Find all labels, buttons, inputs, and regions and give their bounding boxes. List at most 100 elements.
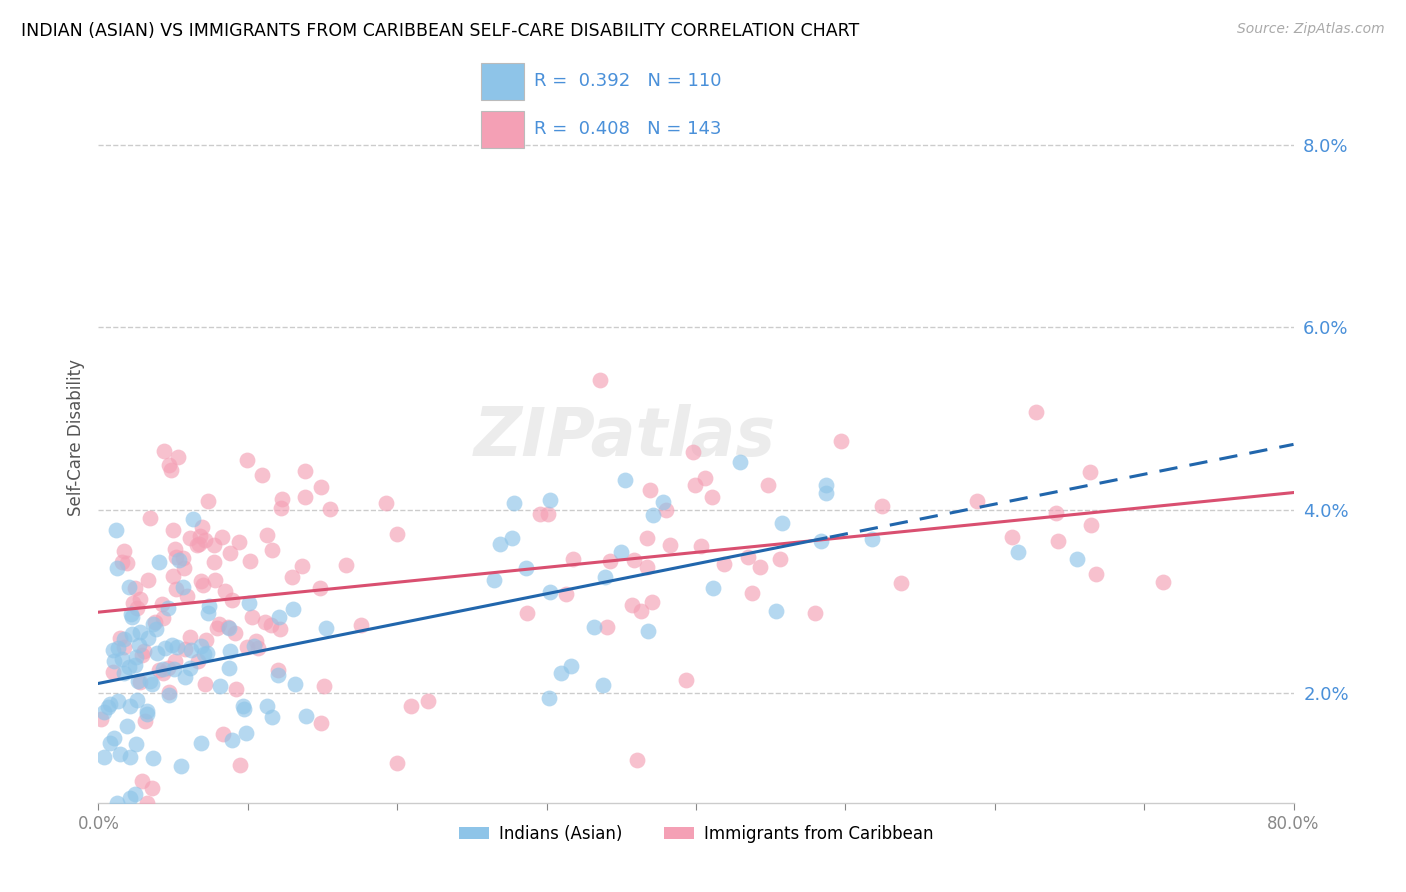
Point: [118, 659, 141, 673]
Point: [309, 581, 332, 595]
Point: [188, 529, 211, 543]
Point: [630, 604, 652, 618]
Point: [224, 625, 246, 640]
Point: [254, 615, 277, 629]
Point: [582, 619, 605, 633]
Point: [218, 661, 240, 675]
Bar: [481, 62, 524, 100]
Point: [181, 512, 204, 526]
Point: [136, 706, 159, 721]
Point: [204, 574, 226, 588]
Point: [804, 606, 827, 620]
Point: [128, 675, 150, 690]
Point: [538, 584, 561, 599]
Point: [135, 796, 157, 810]
Point: [105, 560, 128, 574]
Point: [1152, 575, 1174, 590]
Point: [179, 661, 201, 675]
Point: [770, 516, 793, 530]
Point: [163, 662, 186, 676]
Point: [589, 373, 612, 387]
Point: [208, 680, 231, 694]
Point: [503, 496, 526, 510]
Point: [1066, 552, 1088, 566]
Point: [112, 632, 135, 646]
Point: [270, 491, 292, 506]
Point: [756, 477, 779, 491]
Point: [98, 736, 121, 750]
Point: [489, 537, 512, 551]
Point: [240, 610, 263, 624]
Point: [501, 531, 523, 545]
Point: [187, 654, 209, 668]
Point: [270, 500, 292, 515]
Point: [191, 578, 214, 592]
Point: [636, 531, 658, 545]
Point: [294, 709, 316, 723]
Point: [172, 551, 194, 566]
Point: [655, 502, 678, 516]
Point: [416, 694, 439, 708]
Point: [118, 580, 141, 594]
Point: [98, 697, 121, 711]
Y-axis label: Self-Care Disability: Self-Care Disability: [66, 359, 84, 516]
Point: [128, 624, 150, 639]
Point: [145, 646, 167, 660]
Point: [211, 727, 233, 741]
Point: [107, 694, 129, 708]
Point: [186, 538, 208, 552]
Point: [103, 731, 125, 745]
Point: [290, 558, 312, 573]
Point: [219, 644, 242, 658]
Point: [1080, 517, 1102, 532]
Point: [683, 478, 706, 492]
Point: [162, 524, 184, 538]
Point: [165, 582, 187, 597]
Point: [217, 620, 239, 634]
Point: [124, 581, 146, 595]
Point: [243, 639, 266, 653]
Point: [157, 661, 180, 675]
Point: [538, 493, 561, 508]
Point: [103, 665, 125, 679]
Point: [1046, 533, 1069, 548]
Point: [269, 610, 291, 624]
Point: [626, 753, 648, 767]
Point: [112, 666, 135, 681]
Point: [830, 434, 852, 449]
Point: [966, 494, 988, 508]
Point: [246, 641, 269, 656]
Point: [538, 690, 561, 705]
Point: [167, 450, 190, 465]
Point: [260, 710, 283, 724]
Point: [125, 737, 148, 751]
Point: [118, 699, 141, 714]
Point: [267, 663, 290, 677]
Point: [115, 719, 138, 733]
Point: [127, 673, 149, 688]
Point: [148, 555, 170, 569]
Point: [139, 511, 162, 525]
Point: [1078, 465, 1101, 479]
Point: [162, 638, 184, 652]
Point: [599, 554, 621, 568]
Point: [239, 554, 262, 568]
Point: [638, 483, 661, 497]
Point: [689, 539, 711, 553]
Point: [256, 698, 278, 713]
Point: [202, 538, 225, 552]
Point: [350, 618, 373, 632]
Point: [180, 643, 202, 657]
Point: [335, 558, 357, 573]
Point: [636, 560, 658, 574]
Point: [387, 756, 409, 770]
Point: [179, 531, 201, 545]
Point: [148, 663, 170, 677]
Point: [555, 587, 578, 601]
Point: [108, 747, 131, 761]
Point: [765, 604, 787, 618]
Point: [125, 600, 148, 615]
Point: [194, 632, 217, 647]
Point: [179, 630, 201, 644]
Point: [90, 712, 112, 726]
